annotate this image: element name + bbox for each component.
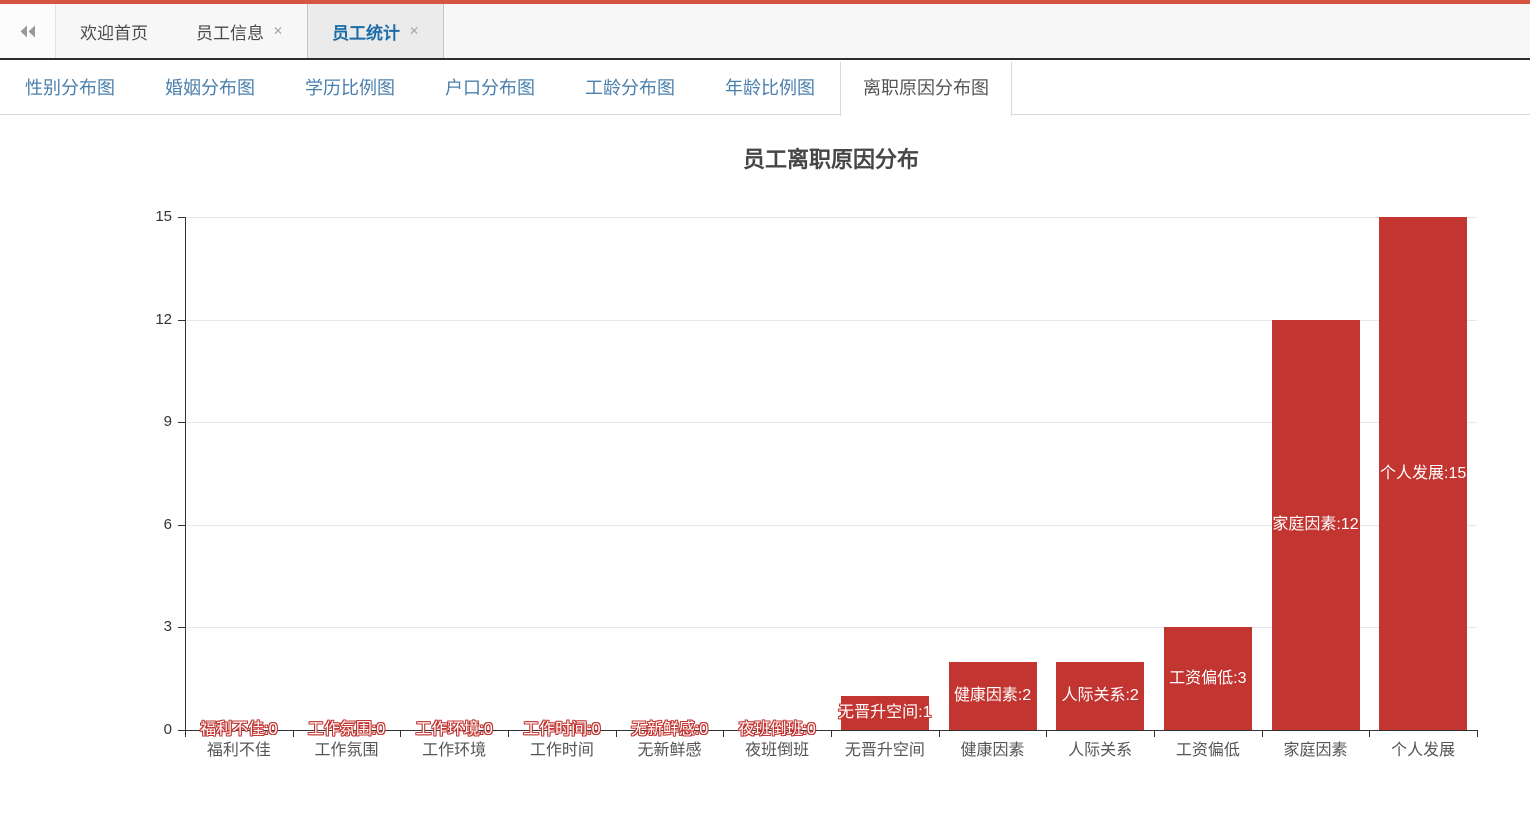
close-tab-icon[interactable]: ✕	[273, 24, 284, 38]
top-accent-strip	[0, 0, 1530, 4]
chart-type-tabbar: 性别分布图 婚姻分布图 学历比例图 户口分布图 工龄分布图 年龄比例图 离职原因分布图	[0, 62, 1530, 116]
x-axis-tick	[1154, 731, 1155, 737]
x-axis-tick	[1477, 731, 1478, 737]
chart-type-tab-3[interactable]: 学历比例图	[305, 78, 395, 98]
x-axis-tick	[615, 731, 617, 737]
y-axis-tick	[178, 217, 185, 218]
y-gridline	[185, 422, 1477, 424]
y-gridline	[185, 627, 1477, 629]
chart-type-tab-7[interactable]: 离职原因分布图	[840, 62, 1012, 116]
main-tab-1[interactable]: 欢迎首页	[56, 4, 172, 58]
x-axis-category-label: 无新鲜感	[637, 742, 702, 759]
y-gridline	[185, 217, 1477, 218]
y-axis-line	[185, 217, 186, 731]
x-axis-tick	[185, 731, 186, 737]
x-axis-category-label: 夜班倒班	[745, 742, 810, 759]
y-axis-tick	[178, 627, 185, 629]
y-axis-label: 15	[155, 208, 172, 225]
y-axis-tick	[178, 319, 185, 321]
x-axis-category-label: 福利不佳	[206, 742, 271, 759]
x-axis-tick	[400, 731, 402, 737]
main-tab-3[interactable]: 员工统计 ✕	[307, 4, 445, 58]
x-axis-tick	[508, 731, 509, 737]
y-axis-label: 3	[163, 618, 172, 636]
main-tab-2[interactable]: 员工信息 ✕	[172, 4, 307, 58]
y-axis-tick	[178, 524, 185, 526]
main-tabs-container: 欢迎首页 员工信息 ✕ 员工统计 ✕	[56, 4, 445, 58]
collapse-tabs-button[interactable]	[0, 4, 56, 58]
main-tab-label: 欢迎首页	[80, 23, 148, 43]
bar-无晋升空间[interactable]	[840, 695, 929, 730]
x-axis-category-label: 工作氛围	[314, 742, 379, 759]
main-tab-label: 员工信息	[196, 23, 264, 43]
subtabbar-divider	[0, 114, 1530, 115]
x-axis-tick	[292, 731, 294, 737]
chart-type-tab-2[interactable]: 婚姻分布图	[165, 78, 255, 98]
y-axis-tick	[178, 422, 185, 424]
x-axis-category-label: 工作时间	[529, 742, 594, 759]
x-axis-category-label: 工作环境	[422, 742, 487, 759]
bar-工资偏低[interactable]	[1163, 627, 1252, 730]
y-gridline	[185, 524, 1477, 526]
x-axis-category-label: 家庭因素	[1283, 742, 1348, 759]
x-axis-tick	[831, 731, 832, 737]
chevrons-left-icon	[20, 25, 35, 37]
chart-type-tab-4[interactable]: 户口分布图	[445, 78, 535, 98]
x-axis-category-label: 健康因素	[960, 742, 1025, 759]
x-axis-tick	[1261, 731, 1263, 737]
close-tab-icon[interactable]: ✕	[409, 24, 420, 38]
y-axis-label: 0	[163, 721, 172, 738]
x-axis-category-label: 无晋升空间	[844, 742, 925, 759]
x-axis-category-label: 人际关系	[1068, 742, 1133, 759]
y-axis-label: 12	[155, 310, 172, 328]
y-axis-tick	[178, 730, 185, 731]
main-tab-label: 员工统计	[332, 23, 401, 43]
chart-type-tabs-container: 性别分布图 婚姻分布图 学历比例图 户口分布图 工龄分布图 年龄比例图 离职原因分布图	[0, 62, 1530, 116]
y-axis-label: 9	[163, 413, 172, 431]
x-axis-tick	[1369, 731, 1371, 737]
bar-健康因素[interactable]	[948, 661, 1037, 730]
x-axis-tick	[938, 731, 940, 737]
x-axis-tick	[1046, 731, 1048, 737]
chart-type-tab-6[interactable]: 年龄比例图	[725, 78, 815, 98]
x-axis-category-label: 个人发展	[1391, 742, 1456, 759]
bar-个人发展[interactable]	[1379, 217, 1468, 730]
y-gridline	[185, 319, 1477, 321]
y-axis-label: 6	[163, 515, 172, 533]
bar-家庭因素[interactable]	[1271, 319, 1360, 730]
x-axis-tick	[723, 731, 725, 737]
main-tabbar: 欢迎首页 员工信息 ✕ 员工统计 ✕	[0, 4, 1530, 60]
bar-人际关系[interactable]	[1056, 661, 1145, 730]
chart-type-tab-1[interactable]: 性别分布图	[25, 78, 115, 98]
chart-title: 员工离职原因分布	[742, 147, 919, 172]
x-axis-line	[184, 730, 1478, 731]
chart-type-tab-5[interactable]: 工龄分布图	[585, 78, 675, 98]
x-axis-category-label: 工资偏低	[1175, 742, 1240, 759]
resignation-reason-bar-chart: 员工离职原因分布 0 3 6 9 12 15 福利不佳:0 福利不佳 工作氛围:0 工作氛围 工作环…	[0, 115, 1530, 837]
